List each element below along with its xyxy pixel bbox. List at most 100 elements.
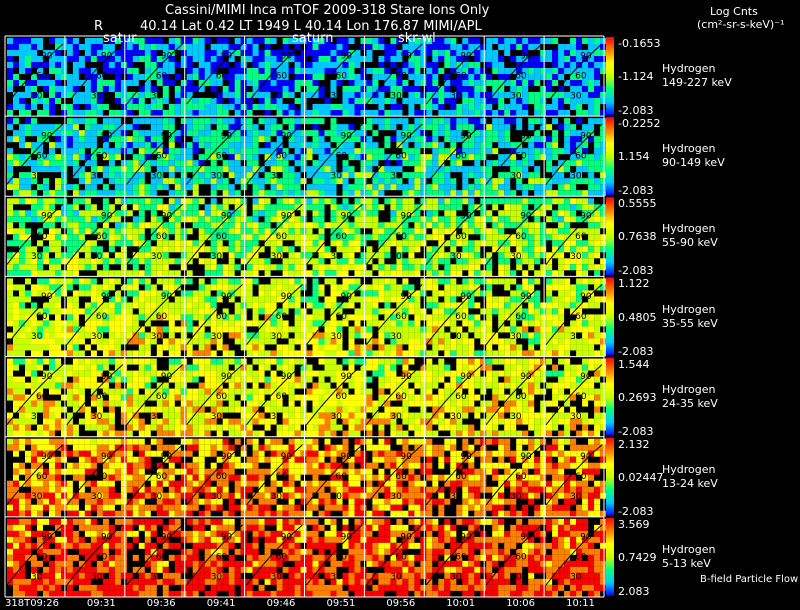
contour-label: 30 — [450, 492, 462, 502]
contour-label: 60 — [336, 71, 348, 81]
colorbar — [606, 277, 614, 355]
contour-label: 90 — [520, 212, 532, 222]
contour-label: 90 — [41, 452, 53, 462]
contour-label: 60 — [515, 71, 527, 81]
x-tick-label: 09:46 — [267, 597, 296, 610]
contour-label: 90 — [341, 132, 353, 142]
energy-range-label: 5-13 keV — [662, 557, 711, 570]
contour-label: 60 — [515, 392, 527, 402]
species-label: Hydrogen — [662, 62, 716, 75]
contour-label: 90 — [460, 372, 472, 382]
contour-label: 60 — [36, 232, 48, 242]
info-r-label: R — [94, 19, 103, 34]
contour-label: 60 — [156, 232, 168, 242]
contour-label: 90 — [41, 292, 53, 302]
contour-label: 30 — [271, 332, 283, 342]
contour-label: 30 — [390, 572, 402, 582]
colorbar — [606, 197, 614, 275]
contour-label: 90 — [520, 51, 532, 61]
contour-label: 60 — [575, 472, 587, 482]
contour-label: 30 — [331, 332, 343, 342]
contour-label: 30 — [390, 332, 402, 342]
contour-label: 60 — [276, 152, 288, 162]
contour-label: 30 — [331, 92, 343, 102]
contour-label: 90 — [520, 132, 532, 142]
contour-label: 90 — [341, 51, 353, 61]
contour-label: 60 — [395, 71, 407, 81]
contour-label: 90 — [101, 51, 113, 61]
contour-label: 90 — [281, 132, 293, 142]
contour-label: 60 — [216, 552, 228, 562]
contour-label: 60 — [156, 152, 168, 162]
contour-label: 30 — [510, 172, 522, 182]
contour-label: 90 — [221, 51, 233, 61]
contour-label: 90 — [161, 532, 173, 542]
contour-label: 30 — [450, 252, 462, 262]
contour-label: 90 — [580, 372, 592, 382]
contour-label: 90 — [400, 372, 412, 382]
contour-label: 90 — [41, 372, 53, 382]
species-label: Hydrogen — [662, 463, 716, 476]
skr-marker: skr-wl — [398, 31, 436, 46]
contour-label: 90 — [161, 51, 173, 61]
contour-label: 60 — [276, 552, 288, 562]
contour-label: 60 — [276, 392, 288, 402]
contour-label: 90 — [221, 372, 233, 382]
contour-label: 30 — [570, 252, 582, 262]
contour-label: 60 — [515, 552, 527, 562]
colorbar-mid-label: 1.154 — [618, 150, 650, 163]
energy-range-label: 55-90 keV — [662, 236, 718, 249]
x-tick-label: 09:36 — [147, 597, 176, 610]
contour-label: 90 — [101, 212, 113, 222]
colorbar-max-label: 1.122 — [618, 277, 650, 290]
chart-title: Cassini/MIMI Inca mTOF 2009-318 Stare Io… — [165, 3, 489, 18]
energy-range-label: 90-149 keV — [662, 156, 725, 169]
contour-label: 60 — [156, 552, 168, 562]
contour-label: 90 — [520, 532, 532, 542]
colorbar — [606, 518, 614, 596]
colorbar-min-label: -2.083 — [618, 345, 653, 358]
contour-label: 60 — [336, 152, 348, 162]
contour-label: 30 — [390, 92, 402, 102]
contour-label: 60 — [395, 472, 407, 482]
colorbar-min-label: -2.083 — [618, 264, 653, 277]
contour-label: 90 — [580, 532, 592, 542]
contour-label: 60 — [36, 472, 48, 482]
colorbar — [606, 358, 614, 436]
contour-label: 30 — [211, 92, 223, 102]
x-tick-label: 09:56 — [386, 597, 415, 610]
colorbar-max-label: 3.569 — [618, 518, 650, 531]
contour-label: 90 — [580, 452, 592, 462]
contour-label: 30 — [91, 492, 103, 502]
contour-label: 60 — [455, 152, 467, 162]
contour-label: 30 — [510, 572, 522, 582]
contour-label: 30 — [390, 252, 402, 262]
contour-label: 60 — [455, 392, 467, 402]
species-label: Hydrogen — [662, 303, 716, 316]
contour-label: 60 — [395, 552, 407, 562]
colorbar-max-label: 0.5555 — [618, 197, 657, 210]
contour-label: 90 — [161, 212, 173, 222]
contour-label: 90 — [281, 51, 293, 61]
contour-label: 60 — [395, 232, 407, 242]
colorbar-min-label: -2.083 — [618, 505, 653, 518]
contour-label: 60 — [96, 552, 108, 562]
contour-label: 30 — [151, 412, 163, 422]
contour-label: 90 — [520, 372, 532, 382]
contour-label: 60 — [336, 552, 348, 562]
contour-label: 30 — [570, 572, 582, 582]
contour-label: 60 — [216, 392, 228, 402]
contour-label: 60 — [455, 232, 467, 242]
contour-label: 90 — [161, 372, 173, 382]
contour-label: 60 — [36, 312, 48, 322]
contour-label: 90 — [41, 132, 53, 142]
contour-label: 60 — [336, 312, 348, 322]
colorbar-mid-label: 0.4805 — [618, 311, 657, 324]
contour-label: 30 — [271, 492, 283, 502]
contour-label: 60 — [455, 312, 467, 322]
energy-range-label: 13-24 keV — [662, 477, 718, 490]
contour-label: 90 — [41, 532, 53, 542]
colorbar-mid-label: -1.124 — [618, 70, 653, 83]
colorbar-mid-label: 0.7429 — [618, 551, 657, 564]
units-title: Log Cnts — [710, 5, 758, 18]
